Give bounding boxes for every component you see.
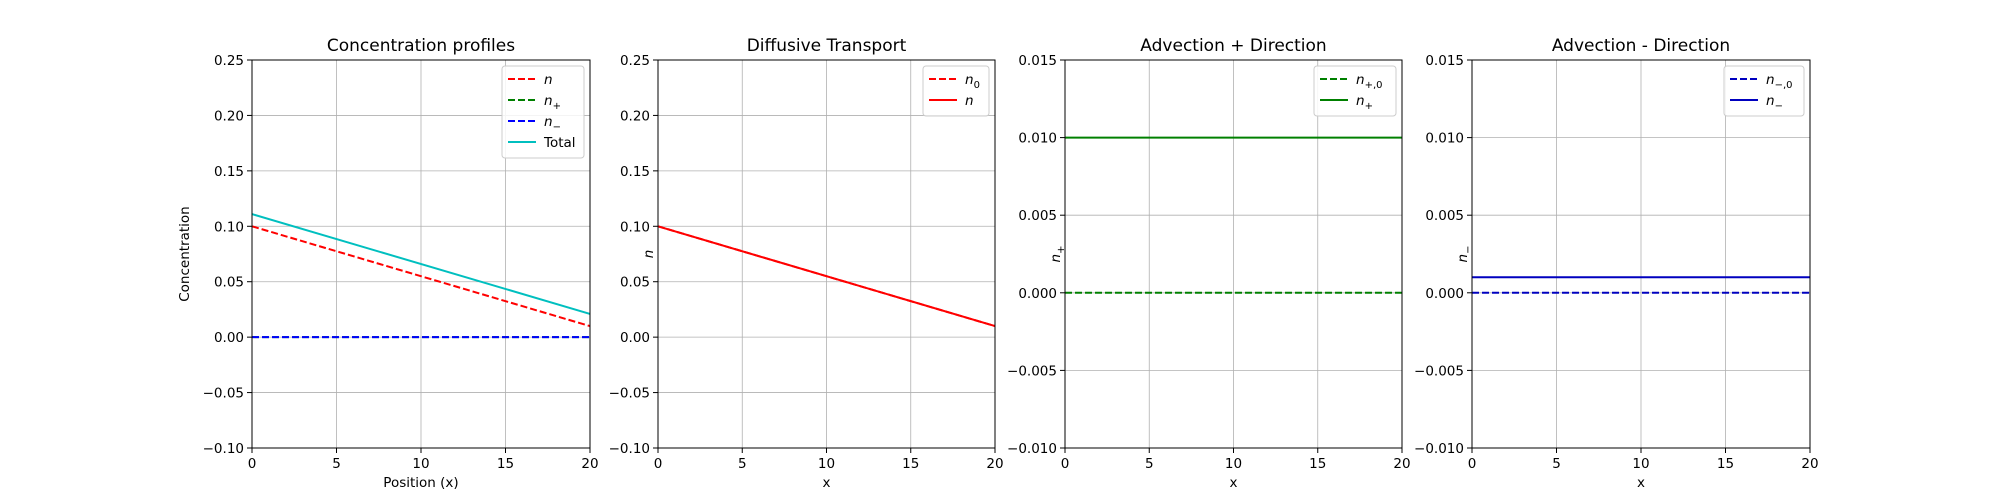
x-tick-label: 15 — [1717, 456, 1734, 472]
x-tick-label: 0 — [248, 456, 257, 472]
y-tick-label: 0.010 — [1425, 131, 1464, 147]
y-tick-label: 0.010 — [1018, 131, 1057, 147]
legend-box — [1723, 65, 1805, 117]
y-tick-label: −0.010 — [1414, 441, 1464, 457]
series-line-1 — [251, 225, 591, 328]
y-tick-label: 0.25 — [620, 53, 650, 69]
legend-label: Total — [543, 135, 576, 151]
chart-title: Advection - Direction — [1552, 36, 1730, 56]
legend-label: n+ — [544, 93, 561, 112]
legend-box — [922, 65, 990, 117]
x-tick-label: 20 — [986, 456, 1003, 472]
x-tick-label: 5 — [738, 456, 747, 472]
x-tick-label: 10 — [1632, 456, 1649, 472]
x-axis-label: x — [1230, 475, 1238, 491]
x-tick-label: 10 — [412, 456, 429, 472]
chart-panel-2: 0 5 10 15 20 −0.10 −0.05 0.00 0.05 0.10 0.15 0.20 0.… — [609, 36, 1004, 491]
legend-box — [1313, 65, 1397, 117]
legend: n+,0 n+ — [1313, 65, 1397, 117]
legend-label: n− — [544, 114, 561, 133]
legend-label: n−,0 — [1766, 72, 1792, 91]
x-tick-label: 20 — [1801, 456, 1818, 472]
y-axis-label: n — [641, 250, 657, 259]
y-tick-label: 0.10 — [620, 219, 650, 235]
x-tick-label: 0 — [1061, 456, 1070, 472]
legend-label: n+,0 — [1356, 72, 1382, 91]
chart-title: Diffusive Transport — [747, 36, 907, 56]
y-tick-label: 0.20 — [620, 108, 650, 124]
y-tick-label: 0.015 — [1018, 53, 1057, 69]
x-tick-label: 0 — [654, 456, 663, 472]
y-axis-label: n+ — [1048, 246, 1067, 263]
y-tick-label: 0.15 — [214, 164, 244, 180]
y-tick-label: 0.00 — [214, 330, 244, 346]
legend-box — [501, 65, 585, 159]
x-tick-label: 15 — [497, 456, 514, 472]
y-tick-label: −0.010 — [1007, 441, 1057, 457]
x-axis-label: x — [823, 475, 831, 491]
y-tick-label: 0.10 — [214, 219, 244, 235]
y-axis-label: Concentration — [177, 206, 193, 302]
x-tick-label: 10 — [1225, 456, 1242, 472]
x-tick-label: 5 — [1145, 456, 1154, 472]
chart-panel-4: 0 5 10 15 20 −0.010 −0.005 0.000 0.005 0.010 0.015… — [1414, 36, 1819, 491]
y-tick-label: −0.10 — [203, 441, 244, 457]
y-tick-label: 0.000 — [1018, 286, 1057, 302]
chart-panel-1: 0 5 10 15 20 −0.10 −0.05 0.00 0.05 0.10 0.15 0.20 0.… — [177, 36, 599, 491]
chart-title: Advection + Direction — [1140, 36, 1326, 56]
legend-label: n — [965, 93, 974, 109]
y-tick-label: 0.005 — [1425, 208, 1464, 224]
x-tick-label: 20 — [1393, 456, 1410, 472]
x-tick-label: 5 — [1552, 456, 1561, 472]
y-tick-label: 0.25 — [214, 53, 244, 69]
chart-panel-3: 0 5 10 15 20 −0.010 −0.005 0.000 0.005 0.010 0.015… — [1007, 36, 1411, 491]
legend-label: n+ — [1356, 93, 1373, 112]
x-axis-label: Position (x) — [383, 475, 458, 491]
y-tick-label: −0.005 — [1414, 363, 1464, 379]
legend: n0 n — [922, 65, 990, 117]
x-tick-label: 10 — [818, 456, 835, 472]
y-tick-label: 0.05 — [214, 275, 244, 291]
y-tick-label: −0.05 — [609, 386, 650, 402]
series-line-2 — [657, 225, 996, 328]
legend: n−,0 n− — [1723, 65, 1805, 117]
y-tick-label: 0.005 — [1018, 208, 1057, 224]
x-tick-label: 15 — [902, 456, 919, 472]
x-tick-label: 20 — [581, 456, 598, 472]
y-tick-label: 0.20 — [214, 108, 244, 124]
y-tick-label: 0.000 — [1425, 286, 1464, 302]
y-tick-label: −0.10 — [609, 441, 650, 457]
x-tick-label: 0 — [1468, 456, 1477, 472]
y-axis-label: n− — [1455, 246, 1474, 263]
x-tick-label: 15 — [1309, 456, 1326, 472]
y-tick-label: 0.015 — [1425, 53, 1464, 69]
y-tick-label: −0.005 — [1007, 363, 1057, 379]
y-tick-label: 0.05 — [620, 275, 650, 291]
y-tick-label: 0.15 — [620, 164, 650, 180]
x-axis-label: x — [1637, 475, 1645, 491]
series-line-4 — [251, 213, 591, 315]
legend: n n+ n− Total — [501, 65, 585, 159]
chart-title: Concentration profiles — [327, 36, 515, 56]
y-tick-label: 0.00 — [620, 330, 650, 346]
legend-label: n — [544, 72, 553, 88]
x-tick-label: 5 — [332, 456, 341, 472]
y-tick-label: −0.05 — [203, 386, 244, 402]
legend-label: n0 — [965, 72, 980, 91]
legend-label: n− — [1766, 93, 1783, 112]
